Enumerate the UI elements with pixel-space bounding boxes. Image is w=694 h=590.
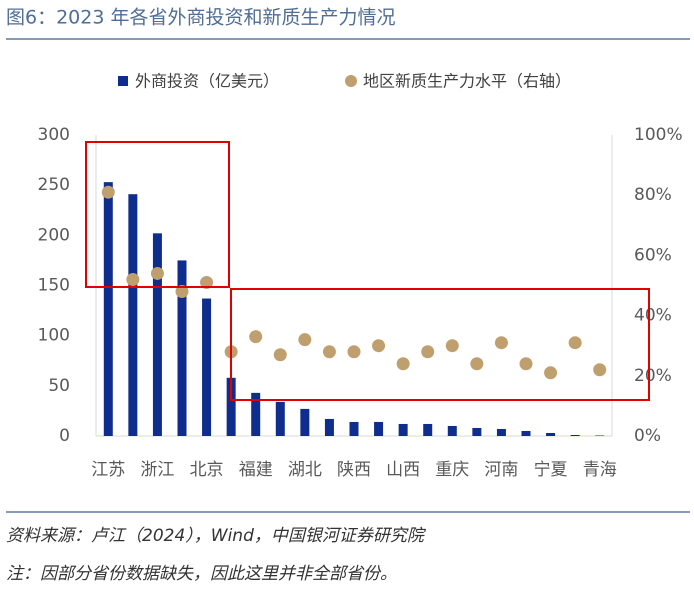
y2-tick-label: 40% xyxy=(634,306,672,326)
dot xyxy=(126,272,140,286)
dot xyxy=(347,345,361,359)
x-tick-label: 青海 xyxy=(583,460,617,480)
dot xyxy=(200,275,214,289)
x-tick-label: 北京 xyxy=(190,460,224,480)
bar xyxy=(128,194,138,436)
bar xyxy=(275,401,285,436)
x-tick-label: 江苏 xyxy=(91,460,125,480)
x-tick-label: 宁夏 xyxy=(534,460,568,480)
legend-label: 外商投资（亿美元） xyxy=(135,72,279,91)
dot xyxy=(470,357,484,371)
dot xyxy=(249,330,263,344)
y-tick-label: 300 xyxy=(38,125,70,145)
dot xyxy=(421,345,435,359)
dot xyxy=(544,366,558,380)
dot xyxy=(150,266,164,280)
dot xyxy=(175,285,189,299)
bar xyxy=(300,408,310,436)
bar xyxy=(496,428,506,436)
dot xyxy=(372,339,386,353)
dot xyxy=(101,185,115,199)
x-tick-label: 湖北 xyxy=(288,460,322,480)
y-tick-label: 150 xyxy=(38,276,70,296)
dot xyxy=(298,333,312,347)
plot: 0 50 100 150 200 250 300 0% 20% 40% 60% 80% 100% 江苏 浙江… xyxy=(38,72,683,481)
title: 图6：2023 年各省外商投资和新质生产力情况 xyxy=(6,7,395,29)
source: 资料来源：卢江（2024），Wind，中国银河证券研究院 xyxy=(6,526,427,546)
bar xyxy=(374,421,384,436)
bar xyxy=(251,392,261,436)
bar xyxy=(472,427,482,436)
legend-swatch xyxy=(345,75,357,87)
x-tick-label: 浙江 xyxy=(140,460,174,480)
dot xyxy=(396,357,410,371)
highlight-box xyxy=(230,288,650,401)
bar xyxy=(226,377,236,436)
bar xyxy=(202,298,212,436)
bar xyxy=(398,423,408,436)
dot xyxy=(322,345,336,359)
note: 注：因部分省份数据缺失，因此这里并非全部省份。 xyxy=(6,564,397,584)
bar xyxy=(447,425,457,436)
bar xyxy=(546,432,556,436)
y2-tick-label: 20% xyxy=(634,366,672,386)
bar xyxy=(423,423,433,436)
dot xyxy=(494,336,508,350)
bar xyxy=(349,421,359,436)
y-tick-label: 0 xyxy=(59,426,70,446)
x-tick-label: 陕西 xyxy=(337,460,371,480)
dot xyxy=(445,339,459,353)
bar xyxy=(595,435,605,436)
dot xyxy=(519,357,533,371)
dot xyxy=(273,348,287,362)
y2-tick-label: 0% xyxy=(634,426,661,446)
legend-swatch xyxy=(118,76,128,86)
dot xyxy=(593,363,607,377)
y-tick-label: 50 xyxy=(48,376,70,396)
bar xyxy=(324,418,334,436)
bar xyxy=(103,182,113,436)
y-tick-label: 100 xyxy=(38,326,70,346)
y-tick-label: 200 xyxy=(38,225,70,245)
bar xyxy=(521,430,531,436)
legend-label: 地区新质生产力水平（右轴） xyxy=(363,72,571,91)
highlight-box xyxy=(85,141,230,288)
y2-tick-label: 80% xyxy=(634,185,672,205)
y2-tick-label: 100% xyxy=(634,125,683,145)
bar xyxy=(177,260,187,436)
bar xyxy=(152,233,162,436)
bar xyxy=(570,434,580,436)
x-tick-label: 福建 xyxy=(239,460,273,480)
y-tick-label: 250 xyxy=(38,175,70,195)
y2-tick-label: 60% xyxy=(634,245,672,265)
x-tick-label: 重庆 xyxy=(435,460,469,480)
x-tick-label: 河南 xyxy=(484,460,518,480)
dot xyxy=(568,336,582,350)
x-tick-label: 山西 xyxy=(386,460,420,480)
